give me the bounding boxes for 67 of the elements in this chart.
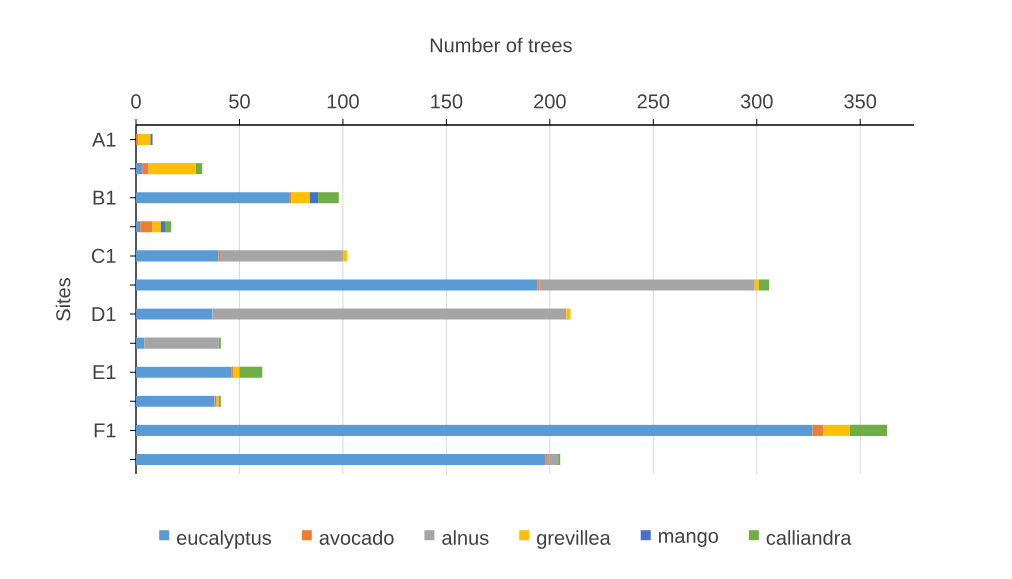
bar bbox=[136, 279, 538, 291]
bar bbox=[754, 279, 759, 291]
x-axis-title: Number of trees bbox=[430, 37, 572, 53]
bar bbox=[758, 279, 770, 291]
bar bbox=[136, 308, 213, 320]
bar bbox=[148, 163, 197, 175]
bar bbox=[136, 337, 145, 349]
bar bbox=[822, 424, 850, 436]
bar bbox=[136, 134, 139, 146]
bar bbox=[136, 424, 813, 436]
legend-label: grevillea bbox=[537, 530, 611, 549]
bar bbox=[136, 453, 546, 465]
bar bbox=[136, 192, 290, 204]
bar bbox=[239, 366, 263, 378]
bar bbox=[136, 221, 141, 233]
bar bbox=[164, 221, 172, 233]
bar bbox=[545, 453, 548, 465]
bar bbox=[152, 221, 161, 233]
bar bbox=[537, 279, 540, 291]
x-tick-label: 100 bbox=[327, 94, 359, 109]
y-tick-label: A1 bbox=[92, 132, 116, 147]
bar bbox=[150, 134, 153, 146]
bar bbox=[220, 250, 343, 262]
bar bbox=[138, 134, 151, 146]
bar bbox=[289, 192, 292, 204]
legend-label: eucalyptus bbox=[177, 530, 272, 549]
bar bbox=[196, 163, 203, 175]
x-tick-label: 200 bbox=[534, 94, 566, 109]
bar bbox=[812, 424, 823, 436]
y-axis-title: Sites bbox=[55, 278, 71, 321]
bar bbox=[136, 163, 143, 175]
legend-label: avocado bbox=[319, 530, 394, 545]
bar bbox=[558, 453, 561, 465]
x-tick-label: 300 bbox=[740, 94, 773, 109]
bar bbox=[218, 337, 221, 349]
x-tick-label: 50 bbox=[229, 94, 250, 109]
legend-label: calliandra bbox=[766, 530, 852, 545]
bar bbox=[136, 395, 215, 407]
y-tick-label: B1 bbox=[93, 190, 116, 205]
bar bbox=[160, 221, 165, 233]
y-tick-label: C1 bbox=[91, 248, 116, 263]
bar bbox=[136, 250, 219, 262]
bar bbox=[142, 163, 149, 175]
x-tick-label: 350 bbox=[844, 94, 877, 109]
bar bbox=[231, 366, 234, 378]
bar bbox=[547, 453, 559, 465]
x-tick-label: 250 bbox=[637, 94, 670, 109]
bar bbox=[849, 424, 888, 436]
legend-label: mango bbox=[659, 532, 719, 547]
bar bbox=[233, 366, 240, 378]
bar bbox=[144, 337, 219, 349]
bar bbox=[539, 279, 755, 291]
bar bbox=[291, 192, 310, 204]
bar bbox=[218, 250, 221, 262]
x-tick-label: 150 bbox=[431, 94, 463, 109]
bar bbox=[212, 308, 567, 320]
y-tick-label: F1 bbox=[94, 423, 116, 438]
bar bbox=[342, 250, 348, 262]
y-tick-label: E1 bbox=[93, 365, 116, 380]
x-tick-label: 0 bbox=[131, 94, 141, 109]
bar bbox=[140, 221, 153, 233]
bar bbox=[318, 192, 339, 204]
bar bbox=[309, 192, 319, 204]
y-tick-label: D1 bbox=[92, 307, 116, 321]
legend-label: alnus bbox=[442, 530, 489, 545]
bar bbox=[136, 366, 232, 378]
bar bbox=[566, 308, 571, 320]
